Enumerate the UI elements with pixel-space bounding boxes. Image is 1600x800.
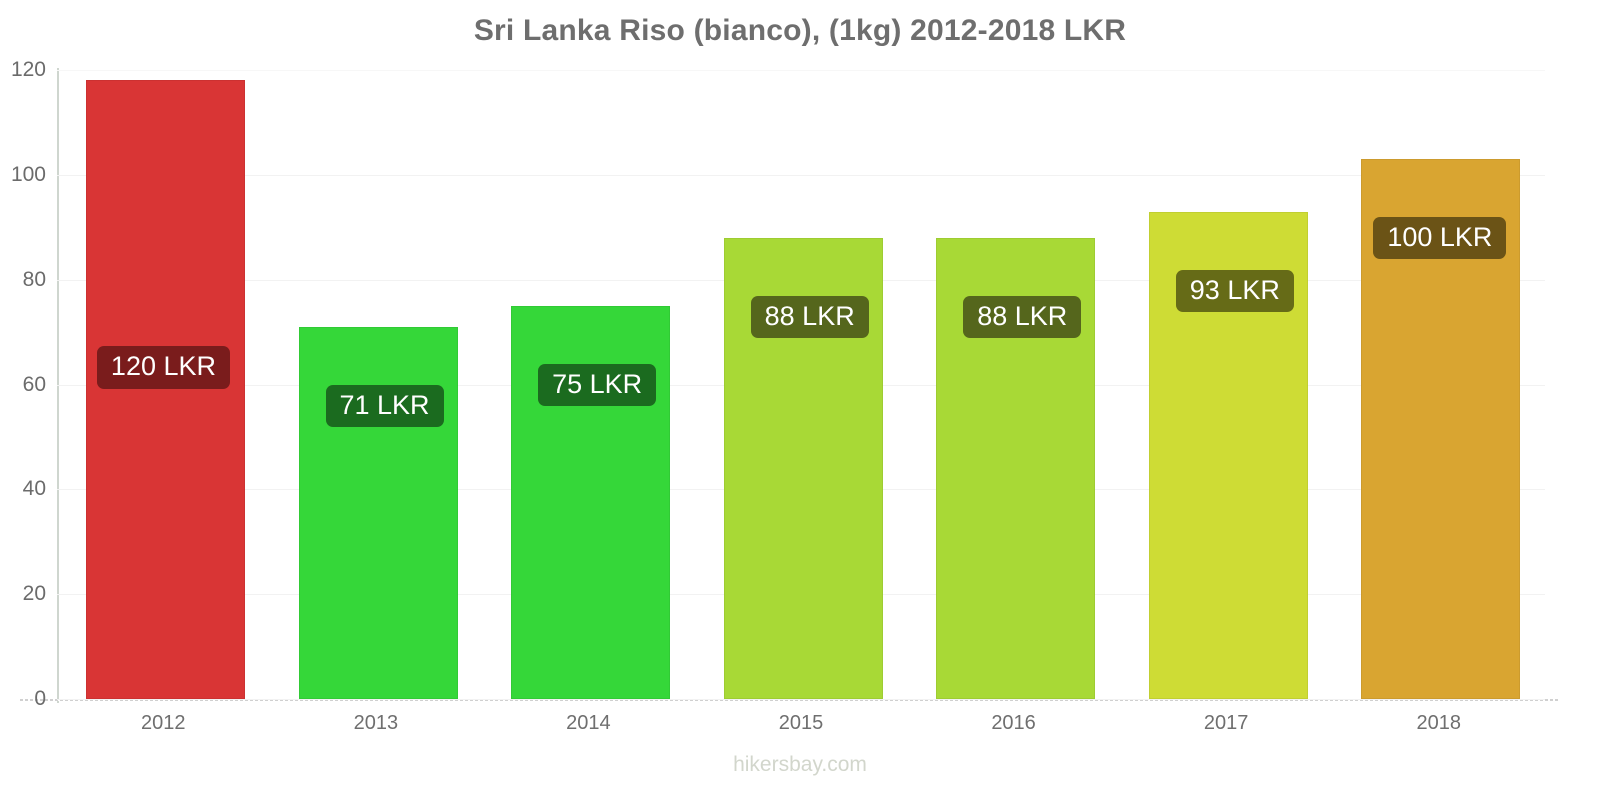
bar-2016[interactable]: 88 LKR xyxy=(936,237,1096,699)
y-axis-tick-20: 20 xyxy=(22,582,46,606)
x-axis-tick-2017: 2017 xyxy=(1203,712,1249,734)
bar-2015[interactable]: 88 LKR xyxy=(723,237,883,699)
bar-2013[interactable]: 71 LKR xyxy=(298,326,458,699)
gridline xyxy=(57,70,1545,71)
bar-value-label-2015: 88 LKR xyxy=(750,295,869,339)
bar-rect-2013 xyxy=(298,326,458,699)
y-axis-tick-100: 100 xyxy=(10,162,46,186)
bar-value-label-2013: 71 LKR xyxy=(325,384,444,428)
x-axis-tick-2012: 2012 xyxy=(141,712,186,734)
y-axis-tick-60: 60 xyxy=(22,372,46,396)
bar-2012[interactable]: 120 LKR xyxy=(86,80,245,699)
bar-value-label-2012: 120 LKR xyxy=(96,346,230,389)
chart-title: Sri Lanka Riso (bianco), (1kg) 2012-2018… xyxy=(473,14,1127,47)
bar-value-label-2016: 88 LKR xyxy=(963,295,1082,339)
x-axis-tick-2013: 2013 xyxy=(353,712,399,734)
bar-rect-2012 xyxy=(86,80,245,699)
x-axis-tick-2014: 2014 xyxy=(566,712,611,734)
y-axis-tick-80: 80 xyxy=(22,267,46,291)
source-watermark: hikersbay.com xyxy=(733,753,867,776)
gridline xyxy=(57,174,1545,176)
bar-2017[interactable]: 93 LKR xyxy=(1148,211,1308,699)
bar-value-label-2018: 100 LKR xyxy=(1373,217,1507,260)
gridline xyxy=(57,699,1545,700)
x-axis-tick-2015: 2015 xyxy=(778,712,824,734)
bar-2018[interactable]: 100 LKR xyxy=(1361,159,1521,699)
bar-value-label-2014: 75 LKR xyxy=(538,363,657,407)
y-axis-tick-120: 120 xyxy=(10,58,46,81)
y-axis-line xyxy=(57,68,59,703)
bar-2014[interactable]: 75 LKR xyxy=(511,305,671,699)
bar-value-label-2017: 93 LKR xyxy=(1175,269,1294,312)
plot-area: 120 LKR 71 LKR 75 LKR 88 LKR 88 LKR 93 LKR 100… xyxy=(57,70,1545,700)
y-axis-tick-40: 40 xyxy=(22,477,46,501)
x-axis-tick-2016: 2016 xyxy=(991,712,1036,734)
x-axis-line xyxy=(20,699,1560,701)
y-axis-tick-0: 0 xyxy=(34,687,46,710)
x-axis-tick-2018: 2018 xyxy=(1416,712,1461,734)
